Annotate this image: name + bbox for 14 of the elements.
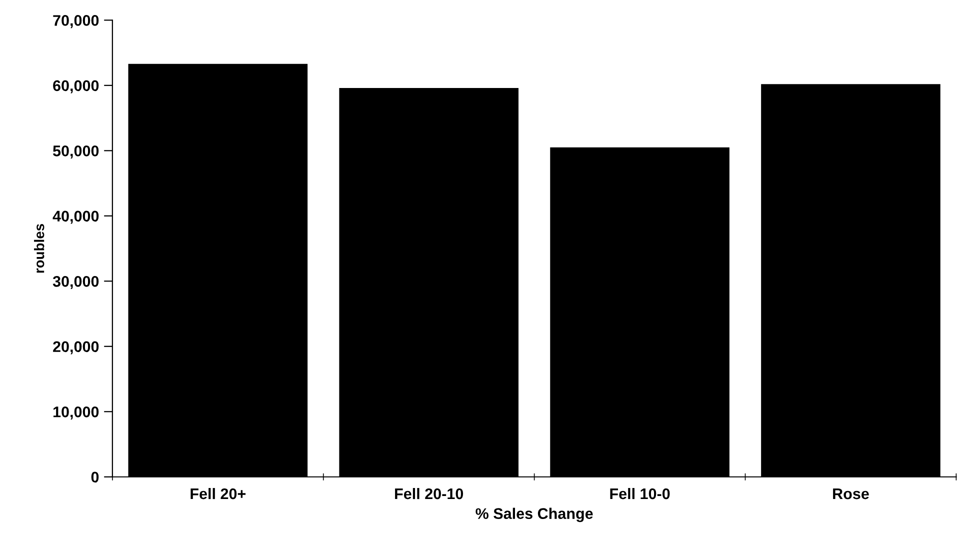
y-tick-label: 10,000 — [53, 406, 99, 420]
y-tick-label: 20,000 — [53, 341, 99, 354]
y-axis-title: roubles — [34, 224, 44, 273]
x-tick-label: Fell 20-10 — [395, 488, 464, 500]
y-tick-label: 0 — [91, 472, 99, 483]
x-tick-label: Rose — [833, 488, 869, 500]
x-tick-label: Fell 10-0 — [610, 488, 670, 500]
y-tick-label: 70,000 — [53, 15, 99, 28]
x-axis-title: % Sales Change — [476, 508, 593, 522]
y-tick-label: 30,000 — [52, 276, 99, 290]
y-tick-label: 50,000 — [52, 146, 99, 159]
y-tick-label: 60,000 — [53, 80, 99, 94]
x-tick-label: Fell 20+ — [190, 488, 246, 500]
y-tick-label: 40,000 — [52, 210, 99, 224]
